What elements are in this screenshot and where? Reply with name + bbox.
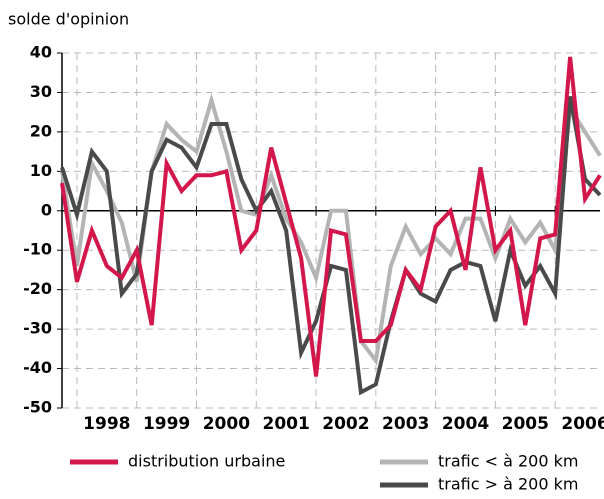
x-tick-label: 2006 <box>561 414 604 434</box>
y-tick-label: 30 <box>30 82 52 101</box>
y-tick-label: 10 <box>30 161 52 180</box>
y-tick-label: 0 <box>41 200 52 219</box>
y-tick-label: -10 <box>23 240 52 259</box>
y-tick-label: -20 <box>23 279 52 298</box>
x-tick-label: 2002 <box>322 414 369 434</box>
y-tick-label: -50 <box>23 398 52 417</box>
x-tick-label: 1998 <box>83 414 130 434</box>
series-line <box>60 56 602 377</box>
x-tick-label: 2003 <box>382 414 429 434</box>
x-tick-label: 2000 <box>203 414 250 434</box>
series-line <box>60 96 602 396</box>
x-tick-label: 1999 <box>143 414 190 434</box>
y-tick-label: 40 <box>30 43 52 62</box>
y-tick-label: 20 <box>30 121 52 140</box>
y-tick-label: -40 <box>23 358 52 377</box>
legend-label: distribution urbaine <box>128 452 285 471</box>
y-axis-label: solde d'opinion <box>8 10 129 29</box>
legend-label: trafic < à 200 km <box>438 452 578 471</box>
x-tick-label: 2004 <box>442 414 489 434</box>
x-tick-label: 2005 <box>502 414 549 434</box>
y-tick-label: -30 <box>23 319 52 338</box>
legend-label: trafic > à 200 km <box>438 475 578 494</box>
x-tick-label: 2001 <box>263 414 310 434</box>
